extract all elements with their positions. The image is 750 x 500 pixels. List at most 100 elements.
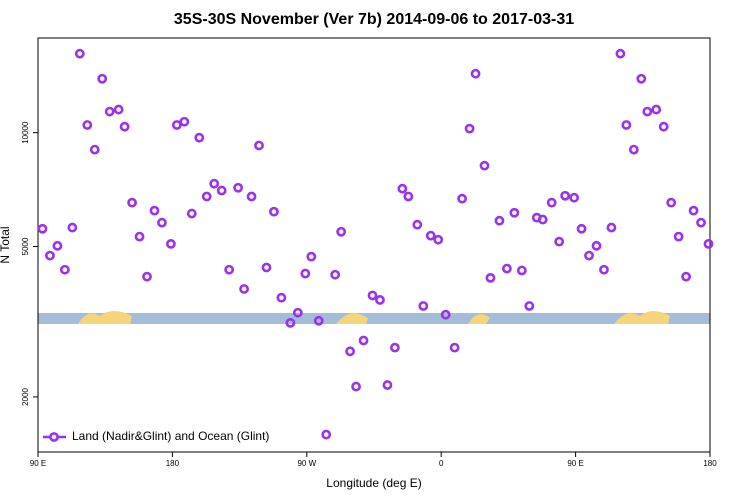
point [440,309,451,320]
x-axis-label: Longitude (deg E) [326,476,421,490]
point [224,264,235,275]
point [658,121,669,132]
point [642,106,653,117]
point [537,214,548,225]
point [261,262,272,273]
point [306,251,317,262]
point [59,264,70,275]
legend-label: Land (Nadir&Glint) and Ocean (Glint) [72,429,269,443]
point [254,140,264,151]
point [576,223,587,234]
point [375,295,385,305]
point [397,183,408,194]
point [37,223,48,234]
point [681,271,692,282]
point [569,192,580,203]
point [330,269,341,280]
point [201,191,212,202]
chart-title: 35S-30S November (Ver 7b) 2014-09-06 to … [174,11,574,28]
point [554,236,565,247]
point [358,335,369,346]
point [666,197,677,208]
x-tick-label: 90 E [30,459,46,468]
point [412,219,423,230]
point [82,120,93,130]
point [300,268,311,279]
point [591,240,602,251]
point [186,208,197,219]
surface-strip [38,311,710,324]
point [345,346,356,357]
point [636,73,647,84]
point [239,284,249,294]
point [628,144,639,155]
point [673,231,684,242]
point [313,315,324,326]
point [246,191,257,202]
point [67,222,78,233]
point [157,217,167,228]
point [509,207,520,218]
point [134,231,145,242]
point [45,250,55,261]
x-tick-label: 0 [439,459,444,468]
point [524,301,535,311]
point [104,106,115,117]
point [390,342,400,353]
point [216,185,227,196]
point [209,178,220,189]
point [269,206,279,217]
point [464,123,475,134]
point [470,68,481,79]
point [546,197,557,208]
point [418,301,429,311]
point [336,226,347,237]
point [194,132,205,143]
point [651,104,662,115]
point [703,238,714,249]
x-tick-label: 90 E [567,459,583,468]
point [457,193,468,204]
point [485,272,496,283]
point [127,197,137,208]
point [166,238,176,249]
point [599,264,609,275]
point [606,222,617,233]
y-tick-label: 2000 [21,387,30,405]
point [382,380,393,390]
point [233,182,244,193]
point [149,205,160,216]
point [433,234,444,245]
point [276,292,287,303]
x-tick-label: 180 [166,459,180,468]
y-axis-label: N Total [0,226,12,263]
point [516,265,527,276]
point [97,73,108,84]
point [292,307,303,318]
point [621,120,632,130]
x-tick-label: 180 [703,459,717,468]
point [403,191,414,202]
point [119,121,130,132]
point [142,271,152,282]
plot-frame [37,37,711,453]
x-tick-label: 90 W [297,459,316,468]
point [171,120,182,130]
point [179,116,190,127]
y-tick-label: 5000 [21,237,30,255]
point [321,429,332,440]
point [584,250,594,261]
point [367,290,378,301]
point [449,342,460,353]
y-tick-label: 10000 [21,121,30,144]
point [113,104,124,115]
point [494,215,505,226]
point [351,381,361,392]
point [285,317,296,328]
point [615,48,626,59]
point [89,144,100,155]
point [502,263,512,274]
point [696,217,706,228]
point [560,190,571,201]
